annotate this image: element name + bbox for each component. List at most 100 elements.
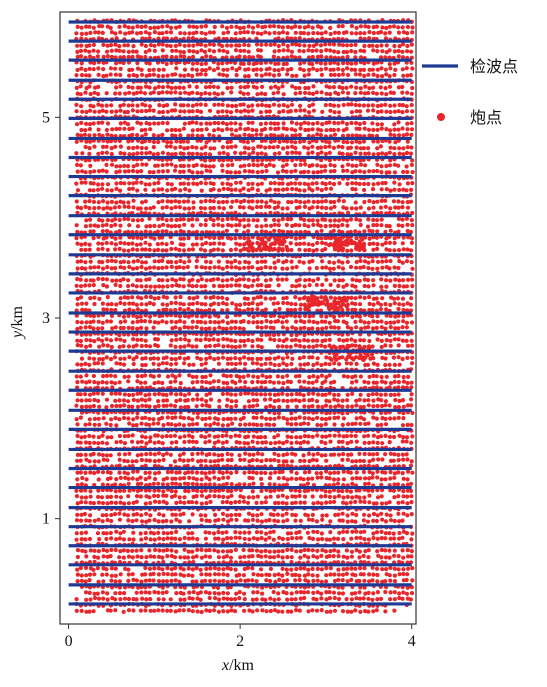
shot-point <box>357 495 362 500</box>
shot-point <box>148 356 153 361</box>
shot-point <box>144 511 149 516</box>
shot-point <box>225 344 231 349</box>
shot-point <box>229 260 234 265</box>
shot-point <box>117 457 122 462</box>
shot-point <box>242 236 247 241</box>
shot-point <box>101 596 106 601</box>
shot-point <box>306 517 312 522</box>
shot-point <box>250 186 255 191</box>
shot-point <box>306 579 311 584</box>
shot-point <box>228 247 234 253</box>
shot-point <box>371 518 376 523</box>
shot-point <box>327 489 332 494</box>
shot-point <box>404 188 409 193</box>
shot-point <box>362 578 367 583</box>
shot-point <box>297 344 303 349</box>
shot-point <box>362 379 367 384</box>
shot-point <box>187 475 192 480</box>
shot-point <box>324 469 329 474</box>
shot-point <box>242 608 247 613</box>
shot-point <box>216 572 221 577</box>
shot-point <box>155 433 160 438</box>
shot-point <box>144 555 149 560</box>
shot-point <box>285 597 290 602</box>
shot-point <box>178 236 183 241</box>
shot-point <box>328 282 333 287</box>
shot-point <box>108 357 114 362</box>
shot-point <box>319 501 324 506</box>
shot-point <box>114 361 119 366</box>
shot-point <box>127 301 132 306</box>
shot-point <box>220 470 225 476</box>
shot-point <box>345 494 350 499</box>
shot-point <box>151 205 156 210</box>
shot-point <box>336 403 341 408</box>
shot-point <box>366 265 371 271</box>
shot-point <box>409 397 414 402</box>
shot-point <box>152 608 157 613</box>
shot-point <box>241 205 246 210</box>
shot-point <box>370 259 375 264</box>
shot-point <box>109 547 114 553</box>
shot-point <box>109 536 114 541</box>
shot-point <box>366 217 371 222</box>
shot-point <box>396 229 401 234</box>
shot-point <box>315 573 320 578</box>
shot-point <box>217 188 222 193</box>
shot-point <box>392 566 397 571</box>
shot-point <box>237 283 242 288</box>
shot-point <box>126 241 131 246</box>
shot-point <box>289 555 294 560</box>
shot-point <box>349 248 354 253</box>
shot-point <box>298 596 303 601</box>
shot-point <box>388 313 393 319</box>
shot-point <box>400 200 405 205</box>
shot-point <box>212 440 217 445</box>
shot-point <box>276 572 281 577</box>
shot-point <box>211 531 217 536</box>
shot-point <box>156 200 161 205</box>
shot-point <box>383 555 389 560</box>
shot-point <box>199 470 204 475</box>
shot-point <box>285 531 290 536</box>
shot-point <box>139 302 144 307</box>
shot-point <box>88 343 93 348</box>
shot-point <box>306 344 312 349</box>
shot-point <box>285 578 290 583</box>
shot-point <box>134 518 139 523</box>
shot-point <box>95 531 101 536</box>
shot-point <box>344 361 349 366</box>
shot-point <box>348 229 353 235</box>
shot-point <box>397 519 402 524</box>
shot-point <box>340 572 346 577</box>
shot-point <box>358 415 363 420</box>
shot-point <box>320 240 325 245</box>
shot-point <box>164 205 169 210</box>
shot-point <box>388 451 393 456</box>
shot-point <box>121 325 126 331</box>
shot-point <box>371 415 376 420</box>
shot-point <box>182 222 187 227</box>
shot-point <box>362 529 367 534</box>
shot-point <box>251 398 256 403</box>
shot-point <box>117 217 122 223</box>
shot-point <box>187 283 192 288</box>
shot-point <box>224 530 229 535</box>
shot-point <box>118 361 123 366</box>
shot-point <box>362 566 367 571</box>
shot-point <box>96 500 101 505</box>
shot-point <box>109 266 114 271</box>
shot-point <box>126 416 131 421</box>
shot-point <box>122 301 127 306</box>
shot-point <box>409 296 414 301</box>
shot-point <box>383 416 388 421</box>
shot-point <box>126 608 132 613</box>
shot-point <box>335 536 341 542</box>
shot-point <box>324 355 329 360</box>
shot-point <box>268 210 273 215</box>
shot-point <box>345 307 350 312</box>
shot-point <box>404 452 409 457</box>
shot-point <box>401 571 406 577</box>
shot-point <box>242 296 247 301</box>
shot-point <box>104 307 109 312</box>
